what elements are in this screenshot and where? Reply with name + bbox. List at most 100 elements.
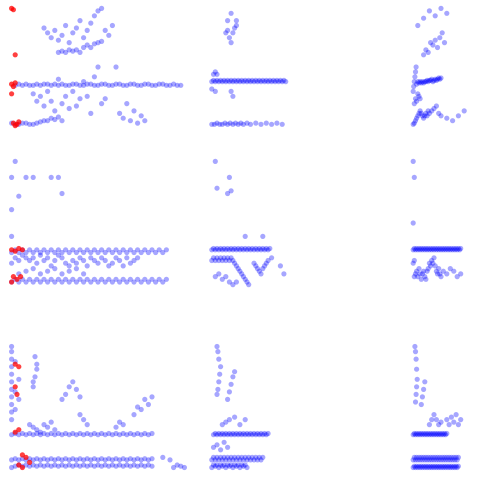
data-point — [416, 110, 422, 116]
data-point — [425, 245, 431, 252]
data-point — [34, 456, 40, 462]
data-point — [52, 279, 58, 285]
data-point — [434, 430, 441, 437]
data-point — [436, 457, 442, 463]
data-point — [258, 430, 264, 437]
data-point — [212, 158, 218, 164]
data-point — [251, 79, 257, 85]
data-point — [415, 432, 421, 438]
data-point — [265, 79, 271, 85]
data-point — [246, 282, 252, 288]
data-point — [124, 432, 130, 438]
data-point — [27, 422, 33, 428]
data-point — [240, 430, 246, 437]
data-point — [412, 247, 419, 253]
data-point — [95, 82, 101, 88]
data-point — [415, 247, 421, 253]
data-point — [70, 456, 76, 462]
data-point — [232, 120, 239, 126]
data-point — [34, 120, 40, 126]
data-point — [256, 77, 262, 83]
data-point — [254, 430, 261, 437]
data-point — [431, 255, 437, 261]
data-point — [88, 249, 94, 256]
data-point — [210, 462, 217, 468]
data-point — [263, 245, 269, 252]
data-point — [244, 247, 250, 253]
data-point — [233, 263, 239, 269]
data-point — [239, 432, 245, 438]
data-point — [230, 257, 236, 264]
data-point — [142, 463, 148, 469]
data-point — [451, 419, 457, 425]
data-point — [120, 456, 126, 462]
data-point — [410, 220, 416, 226]
data-point — [254, 457, 261, 463]
data-point — [428, 430, 434, 437]
data-point — [246, 454, 252, 460]
data-point — [419, 247, 425, 253]
data-point — [210, 245, 217, 252]
data-point — [95, 432, 101, 438]
data-point — [444, 430, 450, 437]
data-point — [242, 432, 248, 438]
data-point — [106, 463, 112, 469]
data-point — [55, 276, 62, 282]
data-point — [70, 48, 76, 54]
data-point — [415, 274, 421, 280]
data-point — [149, 276, 155, 282]
data-point — [419, 113, 425, 119]
data-point — [81, 462, 87, 468]
data-point — [410, 158, 416, 164]
data-point — [135, 404, 141, 410]
data-point — [424, 457, 430, 463]
data-point — [45, 457, 51, 463]
data-point — [239, 245, 245, 252]
data-point — [444, 245, 450, 252]
data-point — [91, 276, 97, 282]
data-point — [99, 38, 105, 45]
data-point — [145, 401, 151, 408]
data-point — [437, 430, 443, 437]
data-point — [41, 25, 47, 31]
data-point — [237, 457, 243, 463]
data-point — [225, 77, 231, 83]
data-point — [215, 349, 221, 355]
data-point — [418, 110, 424, 116]
data-point — [149, 82, 155, 88]
data-point — [436, 422, 442, 428]
data-point — [447, 266, 453, 272]
data-point — [440, 457, 446, 463]
data-point — [81, 249, 87, 256]
data-point — [226, 463, 232, 469]
data-point — [37, 119, 44, 125]
data-point — [81, 82, 87, 88]
panel-r2-c1 — [209, 343, 271, 471]
data-point — [55, 247, 62, 253]
data-point — [88, 20, 94, 26]
data-point — [226, 457, 232, 463]
data-point — [59, 432, 65, 438]
data-point — [438, 419, 444, 425]
data-point — [237, 422, 243, 428]
data-point — [254, 79, 261, 85]
data-point — [70, 81, 76, 87]
data-point — [45, 30, 51, 36]
data-point — [226, 389, 232, 395]
data-point — [214, 120, 220, 126]
data-point — [99, 463, 105, 469]
data-point — [212, 430, 218, 437]
data-point — [120, 422, 126, 428]
data-point — [246, 77, 252, 83]
data-point — [109, 249, 115, 256]
data-point — [219, 430, 225, 437]
data-point — [34, 463, 40, 469]
data-point — [216, 79, 222, 85]
data-point — [210, 454, 217, 460]
data-point — [235, 245, 241, 252]
data-point — [433, 103, 439, 109]
data-point — [63, 260, 69, 266]
data-point — [429, 108, 435, 114]
data-point — [84, 42, 90, 48]
data-point — [414, 268, 420, 274]
